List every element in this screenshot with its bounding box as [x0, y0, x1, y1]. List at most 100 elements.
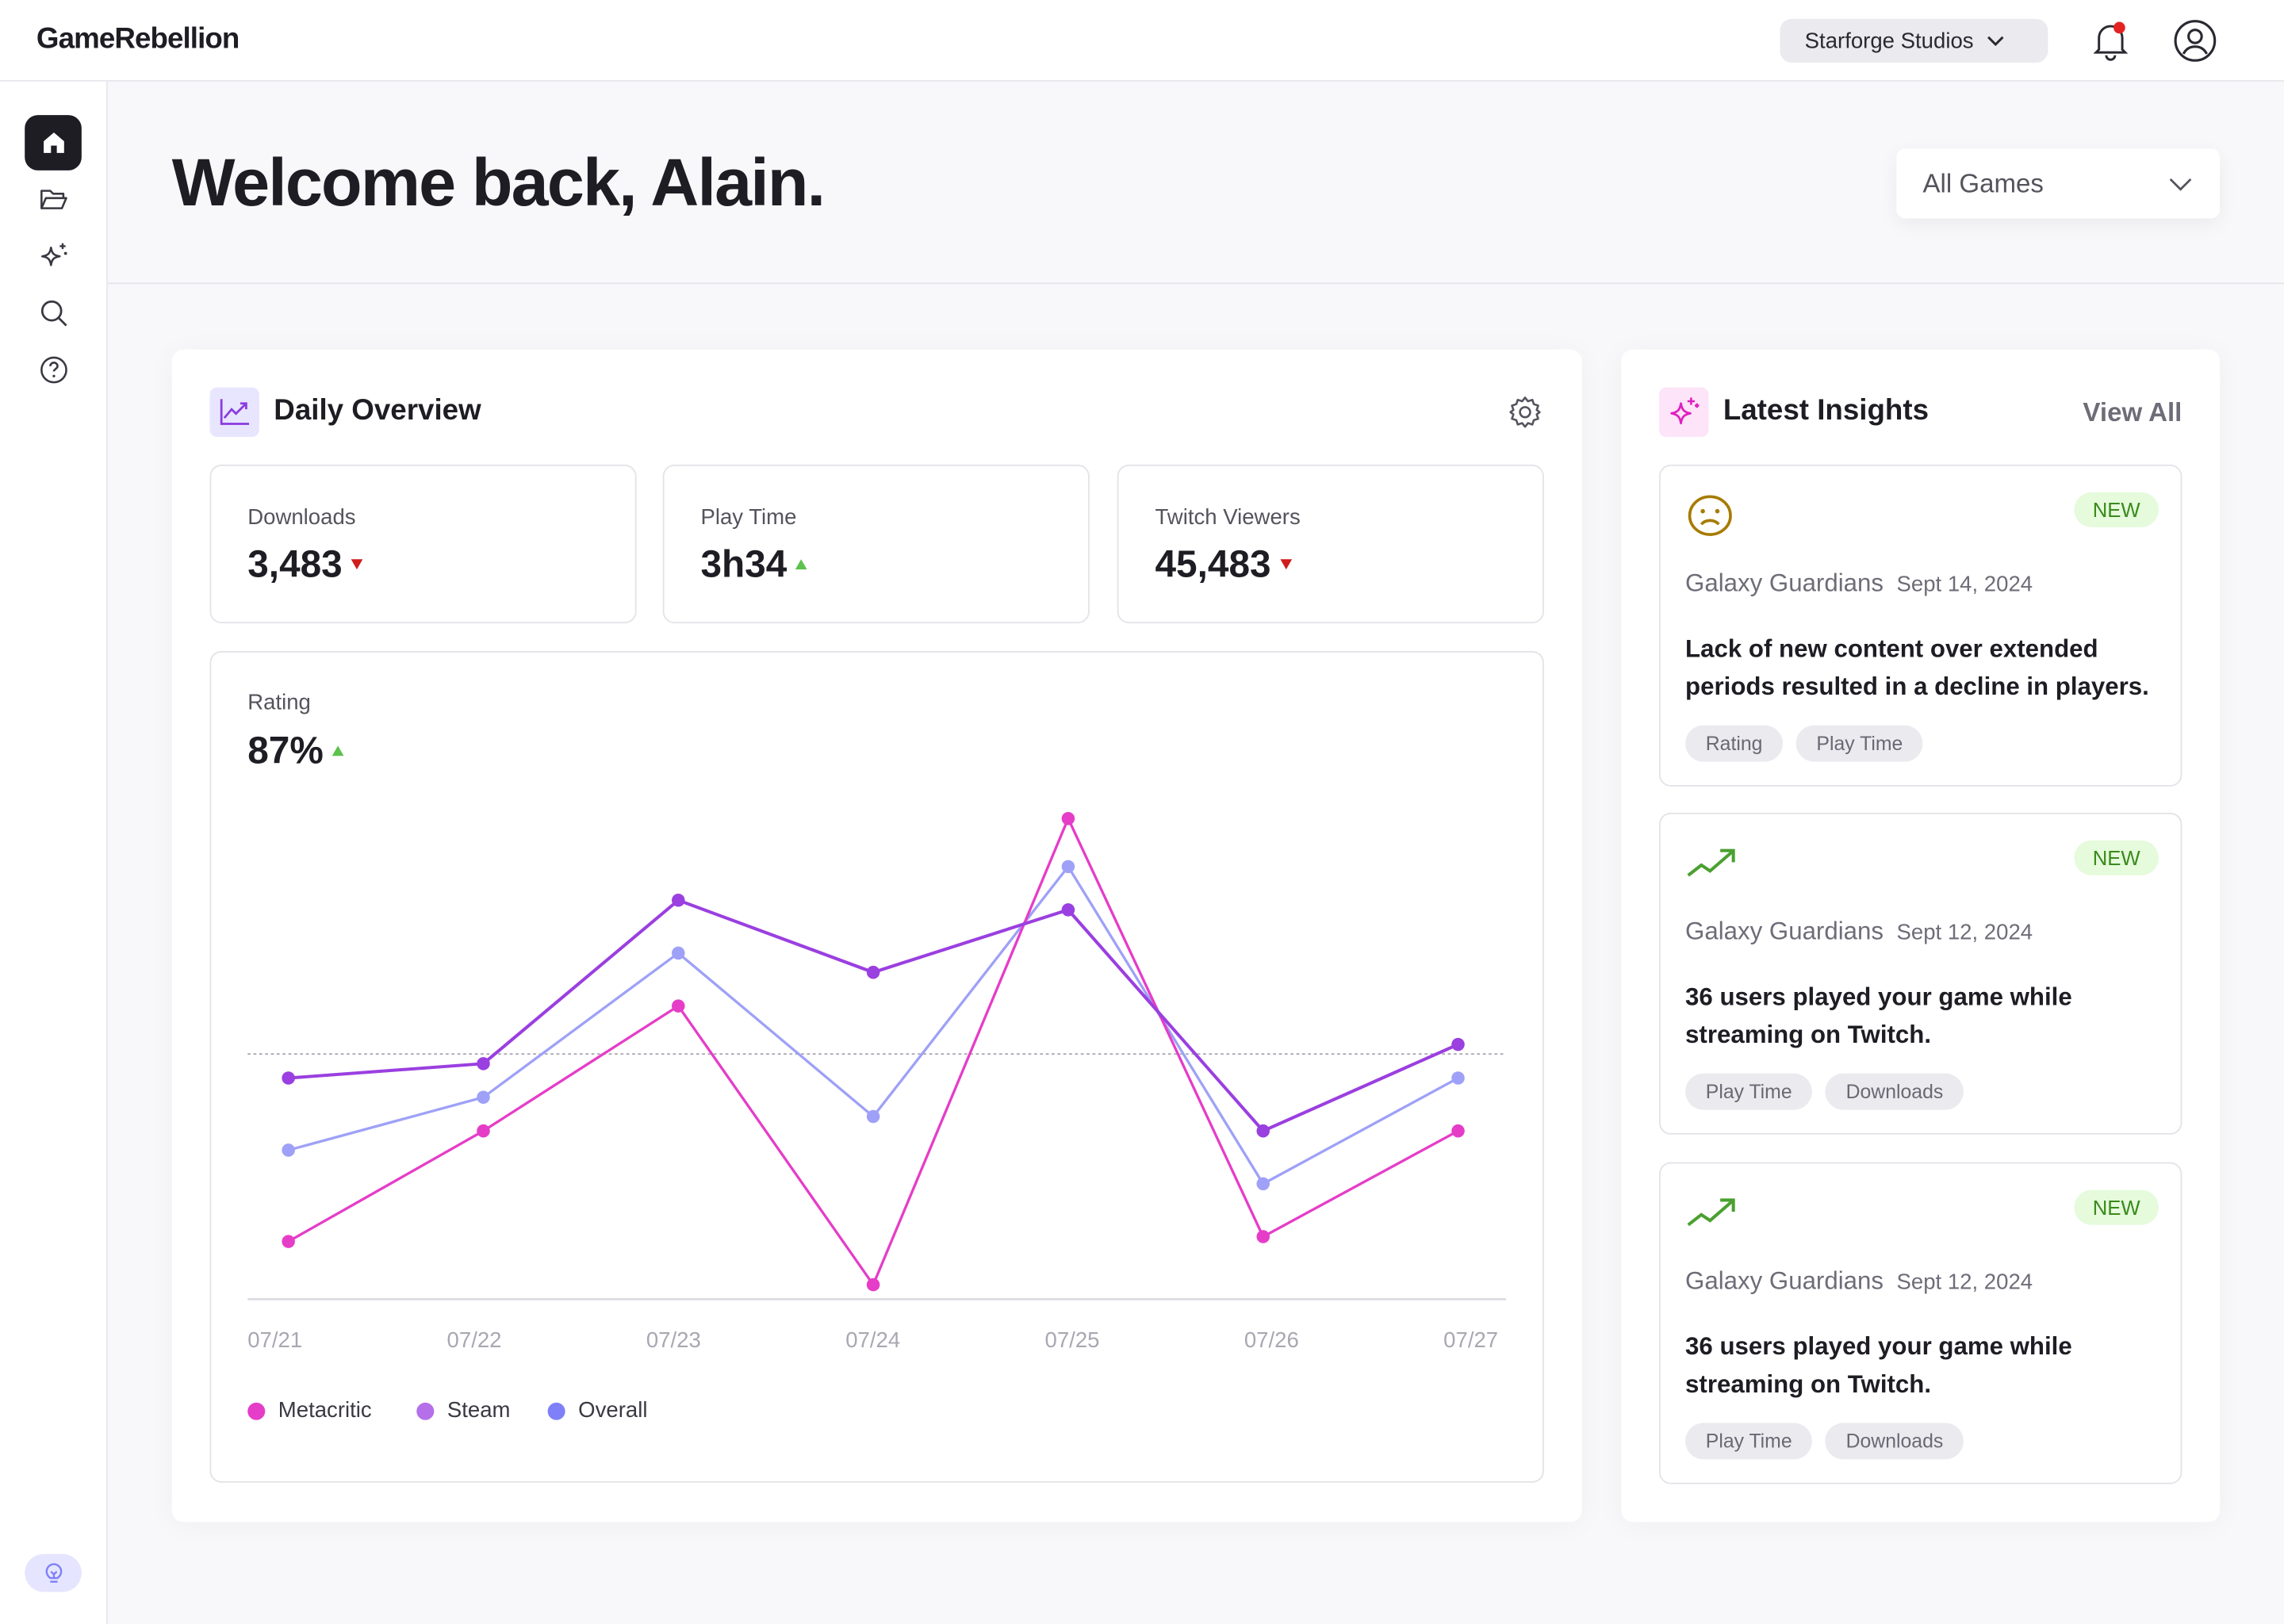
new-badge: NEW [2074, 492, 2159, 527]
stat-value: 3h34 [700, 542, 788, 586]
data-point-overall [1256, 1177, 1270, 1191]
stat-label: Play Time [700, 505, 797, 530]
tips-button[interactable] [25, 1553, 82, 1592]
trend-down-icon [1279, 559, 1292, 570]
chevron-down-icon [1987, 36, 2004, 47]
insight-date: Sept 12, 2024 [1896, 1270, 2033, 1295]
trending-up-icon [1687, 1198, 1735, 1227]
sparkle-icon [40, 243, 67, 266]
chart-icon [209, 387, 259, 438]
game-filter-value: All Games [1922, 168, 2044, 197]
trending-up-icon [1687, 848, 1735, 877]
legend-label: Overall [578, 1398, 648, 1423]
legend-dot [547, 1401, 565, 1419]
insight-tag[interactable]: Play Time [1795, 725, 1924, 762]
insight-tag[interactable]: Downloads [1825, 1073, 1964, 1110]
data-point-overall [1451, 1071, 1465, 1085]
data-point-steam [1256, 1124, 1270, 1138]
divider [107, 282, 2284, 285]
insight-date: Sept 12, 2024 [1896, 920, 2033, 946]
sidebar [0, 81, 108, 1624]
stat-value: 45,483 [1155, 542, 1271, 586]
insight-text: 36 users played your game while streamin… [1685, 1332, 2072, 1399]
help-icon [40, 356, 67, 384]
stat-label: Twitch Viewers [1155, 505, 1301, 530]
card-title: Daily Overview [274, 394, 481, 427]
folder-icon [40, 190, 67, 209]
data-point-steam [1061, 903, 1075, 917]
sidebar-item-home[interactable] [25, 115, 82, 170]
data-point-steam [477, 1057, 490, 1071]
insight-item[interactable]: NEW Galaxy Guardians Sept 12, 2024 36 use… [1659, 1162, 2182, 1484]
stat-card-downloads[interactable]: Downloads 3,483 [209, 464, 637, 624]
legend-item-steam: Steam [416, 1398, 511, 1423]
sidebar-item-help[interactable] [25, 343, 82, 398]
insight-tag[interactable]: Rating [1685, 725, 1784, 762]
user-avatar-icon[interactable] [2173, 19, 2217, 63]
insight-item[interactable]: NEW Galaxy Guardians Sept 14, 2024 Lack o… [1659, 464, 2182, 787]
data-point-steam [866, 965, 880, 979]
x-tick-label: 07/26 [1244, 1328, 1299, 1354]
studio-selector[interactable]: Starforge Studios [1780, 18, 2048, 63]
view-all-link[interactable]: View All [2083, 397, 2182, 427]
legend-label: Steam [446, 1398, 511, 1423]
legend-dot [247, 1401, 266, 1419]
x-tick-label: 07/21 [247, 1328, 303, 1354]
game-filter-dropdown[interactable]: All Games [1896, 148, 2221, 219]
sidebar-item-folder[interactable] [25, 172, 82, 228]
legend-item-metacritic: Metacritic [247, 1398, 372, 1423]
data-point-metacritic [282, 1235, 295, 1248]
insight-text: Lack of new content over extended period… [1685, 634, 2149, 701]
sparkle-icon [1659, 387, 1709, 438]
lightbulb-icon [44, 1563, 62, 1583]
sidebar-item-insights[interactable] [25, 228, 82, 284]
studio-name: Starforge Studios [1804, 28, 1974, 54]
insight-text: 36 users played your game while streamin… [1685, 982, 2072, 1049]
stat-card-twitch-viewers[interactable]: Twitch Viewers 45,483 [1117, 464, 1544, 624]
data-point-steam [1451, 1037, 1465, 1051]
trend-up-icon [331, 745, 344, 756]
data-point-steam [282, 1071, 295, 1085]
data-point-metacritic [1451, 1124, 1465, 1138]
insight-tag[interactable]: Downloads [1825, 1423, 1964, 1460]
search-icon [40, 300, 67, 327]
legend-item-overall: Overall [547, 1398, 648, 1423]
legend-dot [416, 1401, 435, 1419]
rating-value: 87% [247, 728, 324, 772]
series-line-steam [288, 898, 1459, 1133]
x-tick-label: 07/23 [646, 1328, 701, 1354]
legend-label: Metacritic [278, 1398, 372, 1423]
series-line-overall [288, 864, 1459, 1186]
insight-game: Galaxy Guardians [1685, 569, 1884, 598]
x-tick-label: 07/22 [446, 1328, 502, 1354]
data-point-overall [866, 1109, 880, 1124]
bell-icon[interactable] [2092, 21, 2130, 61]
logo[interactable]: GameRebellion [36, 23, 240, 56]
home-icon [43, 132, 63, 153]
trend-down-icon [351, 559, 363, 570]
data-point-overall [477, 1090, 490, 1105]
data-point-metacritic [1061, 811, 1075, 825]
page-title: Welcome back, Alain. [171, 144, 826, 220]
data-point-metacritic [477, 1124, 490, 1138]
insight-game: Galaxy Guardians [1685, 917, 1884, 946]
data-point-overall [672, 946, 685, 960]
trend-up-icon [795, 559, 808, 570]
data-point-metacritic [672, 999, 685, 1013]
stat-value: 3,483 [247, 542, 343, 586]
data-point-overall [1061, 860, 1075, 874]
insight-game: Galaxy Guardians [1685, 1266, 1884, 1295]
x-tick-label: 07/27 [1443, 1328, 1499, 1354]
stat-card-play-time[interactable]: Play Time 3h34 [662, 464, 1090, 624]
card-title: Latest Insights [1723, 394, 1930, 427]
insight-item[interactable]: NEW Galaxy Guardians Sept 12, 2024 36 use… [1659, 812, 2182, 1135]
rating-label: Rating [247, 690, 311, 715]
series-line-metacritic [287, 815, 1459, 1288]
insight-tag[interactable]: Play Time [1685, 1073, 1813, 1110]
sidebar-item-search[interactable] [25, 285, 82, 341]
insight-tag[interactable]: Play Time [1685, 1423, 1813, 1460]
insight-date: Sept 14, 2024 [1896, 572, 2033, 598]
data-point-metacritic [866, 1277, 880, 1292]
gear-icon[interactable] [1508, 395, 1542, 430]
